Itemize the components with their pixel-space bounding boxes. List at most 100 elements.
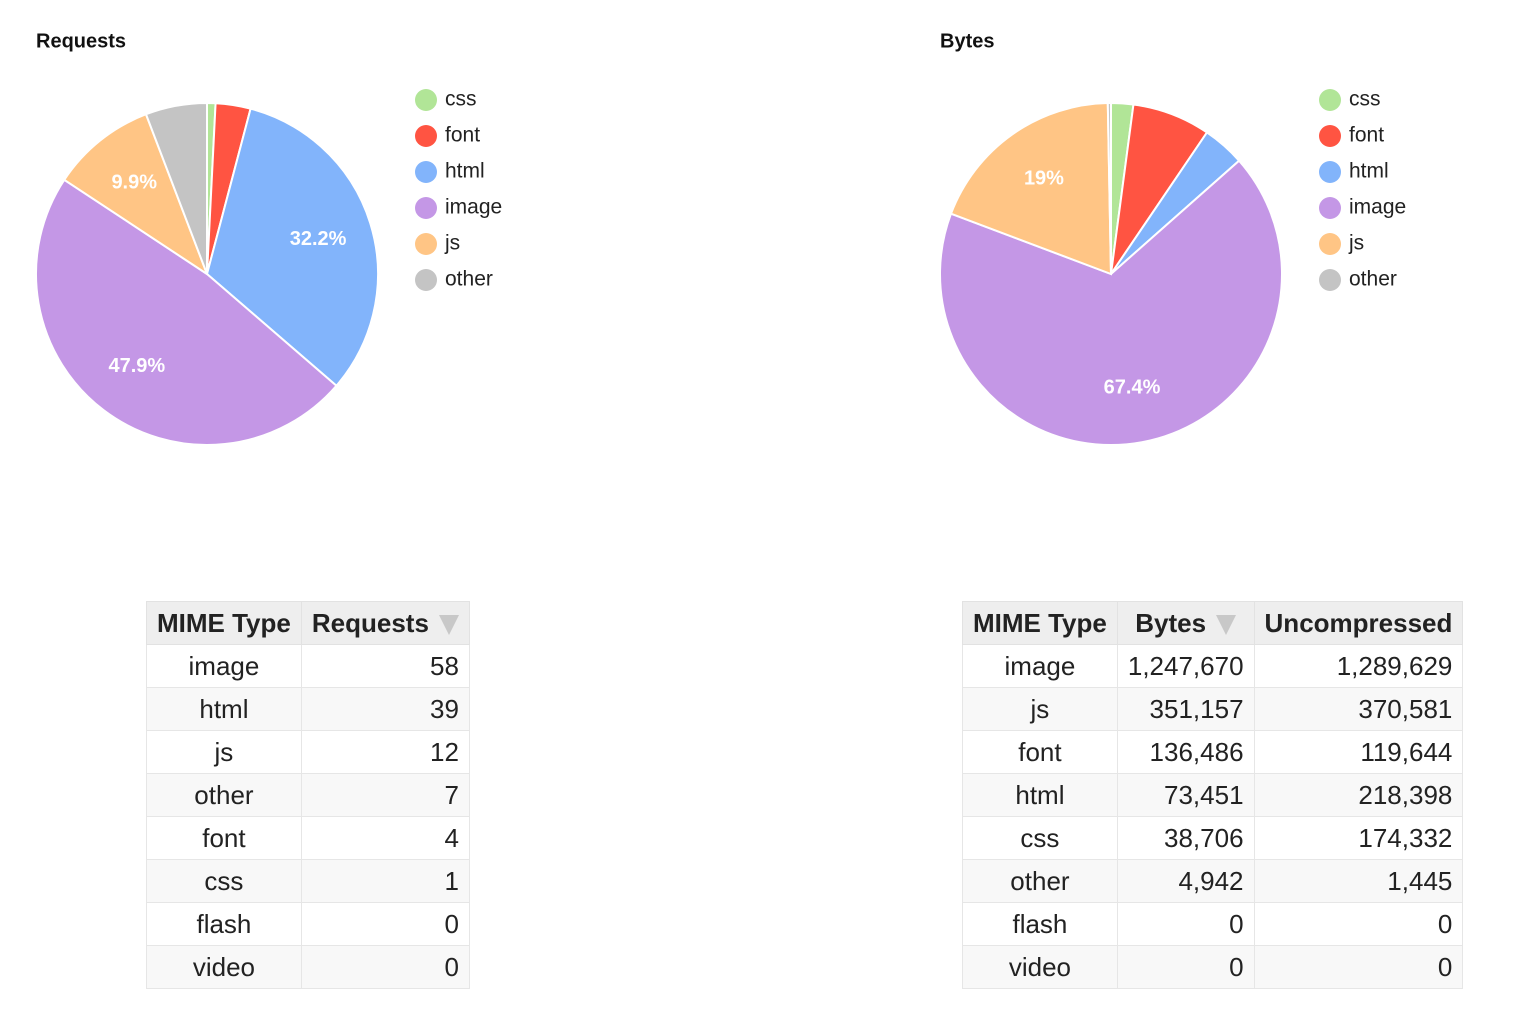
column-header: MIME Type [962,601,1118,645]
legend-swatch [1319,161,1341,183]
legend-swatch [415,269,437,291]
header-text: Requests [311,607,429,638]
legend-swatch [415,197,437,219]
legend-swatch [415,125,437,147]
table-cell: 174,332 [1253,816,1464,860]
column-header: MIME Type [146,601,302,645]
header-text: MIME Type [973,607,1107,638]
table-row: other 7 [146,773,470,817]
pie-slice [205,107,379,388]
legend-swatch [415,233,437,255]
pie-slice [939,159,1283,446]
table-cell: 0 [1253,902,1464,946]
table-row: css 38,706 174,332 [962,816,1464,860]
table-cell: 1,445 [1253,859,1464,903]
table-cell: 12 [300,730,470,774]
legend-label: image [1349,196,1406,219]
slice-label: 67.4% [1104,377,1161,399]
header-row: MIME Type Requests [146,601,470,645]
table-cell: flash [146,902,302,946]
table-cell: image [962,644,1118,688]
legend-label: other [445,268,493,291]
table-row: font 4 [146,816,470,860]
legend-label: js [1348,232,1364,255]
slice-label: 9.9% [111,172,157,194]
table-cell: css [962,816,1118,860]
table-cell: font [146,816,302,860]
table-row: video 0 0 [962,945,1464,989]
sort-arrow [1216,614,1237,635]
legend-label: html [1349,160,1389,183]
legend-swatch [1319,233,1341,255]
slice-label: 32.2% [290,228,347,250]
table-cell: 0 [1116,902,1255,946]
header-text: Uncompressed [1264,607,1453,638]
table-row: image 58 [146,644,470,688]
legend-label: font [1349,124,1384,147]
table-row: font 136,486 119,644 [962,730,1464,774]
table-row: other 4,942 1,445 [962,859,1464,903]
table-cell: other [962,859,1118,903]
table-cell: font [962,730,1118,774]
chart-title: Bytes [940,30,994,52]
table-row: image 1,247,670 1,289,629 [962,644,1464,688]
table-row: html 39 [146,687,470,731]
table-cell: js [962,687,1118,731]
slice-label: 19% [1024,167,1064,189]
header-row: MIME Type Bytes Uncompressed [962,601,1464,645]
table-cell: 58 [300,644,470,688]
table-cell: 351,157 [1116,687,1255,731]
table-row: flash 0 [146,902,470,946]
table-cell: 4,942 [1116,859,1255,903]
legend-swatch [1319,197,1341,219]
table-cell: html [962,773,1118,817]
legend-label: font [445,124,480,147]
column-header: Requests [300,601,470,645]
legend-label: html [445,160,485,183]
table-cell: flash [962,902,1118,946]
table-cell: 0 [1253,945,1464,989]
table-cell: 136,486 [1116,730,1255,774]
legend-swatch [1319,269,1341,291]
table-cell: html [146,687,302,731]
legend-label: image [445,196,502,219]
table-cell: 1 [300,859,470,903]
requests-table: MIME Type Requests image 58 html 39 js 12 other 7… [146,601,470,989]
bytes-table: MIME Type Bytes Uncompressed image 1,247,670… [962,601,1464,989]
table-cell: 39 [300,687,470,731]
table-cell: 370,581 [1253,687,1464,731]
legend-label: js [444,232,460,255]
table-cell: other [146,773,302,817]
table-row: html 73,451 218,398 [962,773,1464,817]
column-header: Uncompressed [1253,601,1464,645]
sort-arrow [438,614,459,635]
table-cell: 38,706 [1116,816,1255,860]
legend-swatch [415,161,437,183]
table-row: css 1 [146,859,470,903]
table-cell: 73,451 [1116,773,1255,817]
table-cell: 0 [1116,945,1255,989]
column-header: Bytes [1116,601,1255,645]
legend-swatch [415,89,437,111]
table-cell: js [146,730,302,774]
header-text: Bytes [1135,607,1207,638]
legend-label: css [1349,88,1381,111]
table-row: flash 0 0 [962,902,1464,946]
legend-label: css [445,88,477,111]
chart-title: Requests [36,30,126,52]
pie-slice [35,178,338,446]
legend-swatch [1319,125,1341,147]
table-cell: css [146,859,302,903]
table-cell: 0 [300,945,470,989]
table-cell: image [146,644,302,688]
legend-swatch [1319,89,1341,111]
table-row: js 351,157 370,581 [962,687,1464,731]
table-row: js 12 [146,730,470,774]
table-cell: 218,398 [1253,773,1464,817]
pie-slice [62,112,210,277]
slice-label: 47.9% [108,355,165,377]
table-cell: 7 [300,773,470,817]
header-text: MIME Type [157,607,291,638]
legend-label: other [1349,268,1397,291]
